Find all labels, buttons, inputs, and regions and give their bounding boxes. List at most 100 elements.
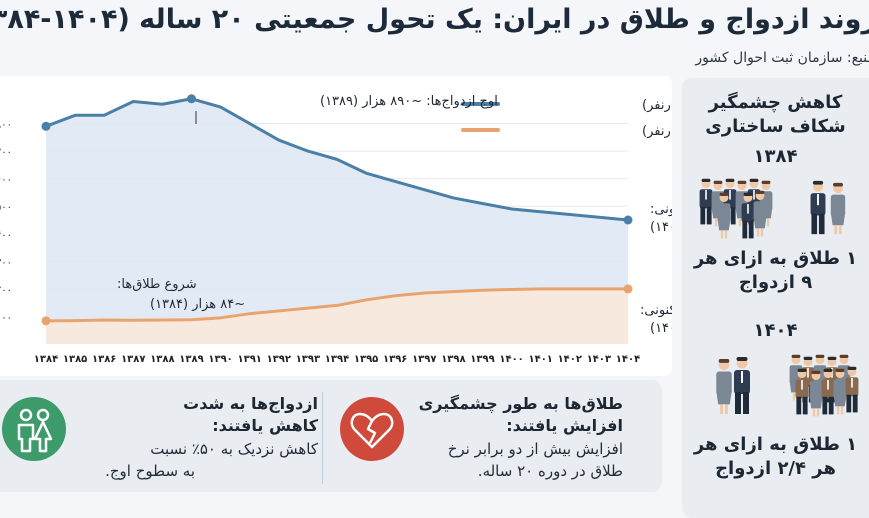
- y-tick-label: ۳۰۰: [0, 257, 12, 268]
- man-figure: [810, 180, 826, 235]
- data-point: [41, 121, 51, 131]
- woman-figure: [753, 190, 767, 237]
- x-tick-label: ۱۴۰۳: [587, 354, 611, 365]
- hair: [839, 354, 849, 358]
- man-figure: [699, 178, 713, 225]
- leg: [756, 228, 760, 237]
- leg: [796, 396, 802, 415]
- divorce-fact-title-2: افزایش یافتند:: [506, 416, 623, 435]
- annotation-marriage-current-2: ~۴۵۰ هزار (۱۴۰۴): [650, 220, 672, 235]
- shirt: [753, 190, 755, 200]
- leg: [706, 206, 712, 225]
- leg: [714, 218, 718, 227]
- y-tick-label: ۵۰۰: [0, 202, 12, 213]
- side-ratio-1a: ۱ طلاق به ازای هر: [693, 248, 858, 269]
- marriage-fact-text-1: کاهش نزدیک به ۵۰٪ نسبت: [150, 440, 318, 458]
- people-group-2-4-couples-icon: [716, 354, 866, 418]
- leg: [802, 396, 808, 415]
- broken-heart-icon: [340, 397, 404, 461]
- annotation-marriage-peak: اوج ازدواج‌ها: ~۸۹۰ هزار (۱۳۸۹): [320, 94, 498, 109]
- x-tick-label: ۱۴۰۴: [616, 354, 640, 365]
- series-area-0: [46, 98, 628, 344]
- leg: [836, 406, 840, 415]
- shirt: [747, 204, 749, 214]
- leg: [700, 206, 706, 225]
- skirt: [830, 212, 846, 226]
- torso: [717, 203, 731, 223]
- x-tick-label: ۱۴۰۲: [558, 354, 582, 365]
- leg: [724, 230, 728, 239]
- woman-figure: [833, 368, 847, 415]
- hair: [713, 180, 723, 184]
- hair: [797, 368, 807, 372]
- side-ratio-2a: ۱ طلاق به ازای هر: [693, 434, 858, 455]
- hair: [811, 370, 821, 374]
- leg: [834, 225, 838, 235]
- y-tick-label: ۸۰۰: [0, 120, 12, 131]
- couple-icon: [2, 397, 66, 461]
- skirt: [716, 390, 732, 405]
- hair: [823, 368, 833, 372]
- y-tick-label: ۷۰۰: [0, 147, 12, 158]
- side-year-2: ۱۴۰۴: [753, 320, 798, 341]
- leg: [720, 230, 724, 239]
- woman-figure: [717, 192, 731, 239]
- shirt: [807, 368, 809, 378]
- hair: [835, 368, 845, 372]
- y-tick-labels: ۱۰۰ ۲۰۰ ۳۰۰ ۴۰۰ ۵۰۰ ۶۰۰ ۷۰۰ ۸۰۰: [0, 120, 12, 324]
- legend: ازدواج‌ها (به هزارنفر) طلاق‌ها (به هزارن…: [461, 98, 672, 139]
- hair: [803, 356, 813, 360]
- hair: [761, 180, 771, 184]
- x-tick-label: ۱۴۰۱: [528, 354, 552, 365]
- x-tick-label: ۱۳۸۹: [179, 354, 203, 365]
- man-figure: [795, 368, 809, 415]
- x-tick-label: ۱۳۹۰: [208, 354, 232, 365]
- y-tick-label: ۲۰۰: [0, 285, 12, 296]
- hair: [719, 192, 729, 196]
- x-tick-label: ۱۳۸۵: [63, 354, 87, 365]
- leg: [735, 392, 741, 414]
- x-tick-label: ۱۳۸۸: [150, 354, 174, 365]
- annotation-divorce-start-2: ~۸۴ هزار (۱۳۸۴): [150, 297, 245, 312]
- skirt: [753, 217, 767, 229]
- leg: [838, 225, 842, 235]
- leg: [828, 396, 834, 415]
- marriage-fact-title-2: کاهش یافتند:: [212, 416, 318, 435]
- hair: [755, 190, 765, 194]
- marriage-fact-title-1: ازدواج‌ها به شدت: [183, 394, 318, 413]
- hair: [701, 178, 711, 182]
- divorce-fact-title-1: طلاق‌ها به طور چشمگیری: [418, 394, 623, 413]
- leg: [742, 220, 748, 239]
- leg: [822, 396, 828, 415]
- skirt: [717, 219, 731, 231]
- annotation-divorce-start-1: شروع طلاق‌ها:: [117, 277, 197, 292]
- hair: [736, 357, 748, 361]
- woman-figure: [716, 358, 732, 415]
- hair: [737, 180, 747, 184]
- woman-figure: [809, 370, 823, 417]
- shirt: [817, 194, 819, 206]
- x-tick-label: ۱۳۹۲: [267, 354, 291, 365]
- hair: [847, 366, 857, 370]
- x-tick-label: ۱۳۹۵: [354, 354, 378, 365]
- hair: [812, 180, 824, 185]
- leg: [811, 213, 818, 235]
- x-tick-label: ۱۳۹۱: [237, 354, 261, 365]
- shirt: [705, 190, 707, 200]
- data-point: [623, 215, 633, 225]
- torso: [753, 201, 767, 221]
- leg: [720, 404, 724, 415]
- torso: [809, 381, 823, 401]
- man-figure: [845, 366, 859, 413]
- x-tick-label: ۱۳۹۹: [470, 354, 494, 365]
- shirt: [801, 380, 803, 390]
- chart-card: ۱۰۰۲۰۰۳۰۰۴۰۰۵۰۰۶۰۰۷۰۰۸۰۰ ۱۳۸۴۱۳۸۵۱۳۸۶۱۳۸…: [0, 76, 672, 376]
- leg: [730, 206, 736, 225]
- torso: [830, 194, 846, 217]
- chart-points: [41, 94, 633, 326]
- facts-divider: [322, 392, 323, 484]
- x-tick-label: ۱۳۹۶: [383, 354, 407, 365]
- line-chart: ۱۰۰۲۰۰۳۰۰۴۰۰۵۰۰۶۰۰۷۰۰۸۰۰ ۱۳۸۴۱۳۸۵۱۳۸۶۱۳۸…: [0, 94, 672, 365]
- source-note: منبع: سازمان ثبت احوال کشور: [695, 50, 869, 66]
- data-point: [623, 284, 633, 294]
